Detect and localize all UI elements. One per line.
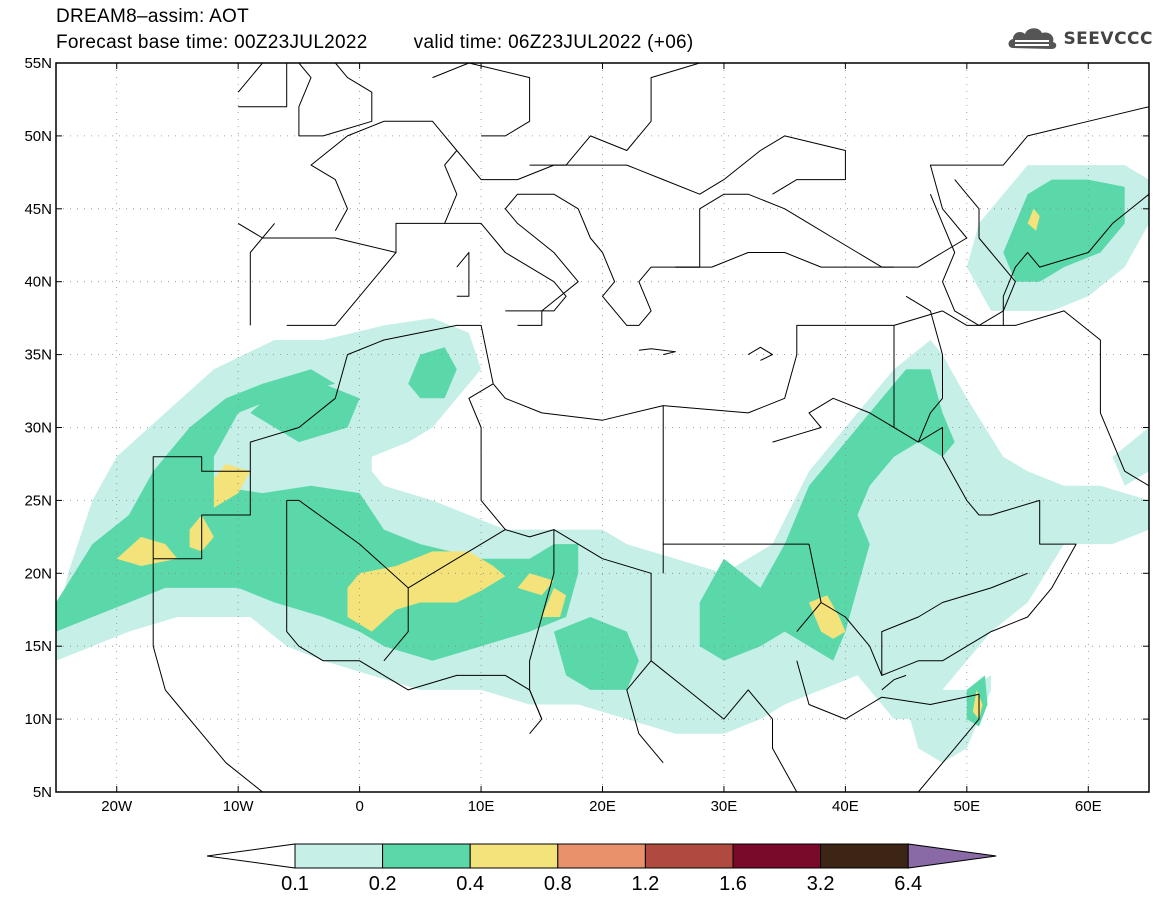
aot-region-0.2-0.4-4 <box>699 369 955 661</box>
colorbar-label: 0.8 <box>544 873 572 895</box>
boundary-line <box>286 499 603 589</box>
boundary-line <box>675 252 894 268</box>
boundary-line <box>942 310 1149 487</box>
colorbar-label: 0.2 <box>369 873 397 895</box>
coastlines-and-borders <box>152 63 1149 792</box>
colorbar-swatch <box>469 843 559 869</box>
boundary-line <box>456 150 725 195</box>
gridlines <box>56 62 1149 793</box>
lat-tick-label: 35N <box>24 347 52 364</box>
boundary-line <box>468 383 506 530</box>
lon-tick-label: 50E <box>953 798 980 815</box>
lon-tick-label: 20W <box>101 798 133 815</box>
boundary-line <box>881 674 907 691</box>
boundary-line <box>723 135 846 195</box>
map-title: DREAM8–assim: AOT <box>56 6 250 27</box>
aot-region-0.2-0.4-1 <box>250 383 360 443</box>
lat-tick-label: 55N <box>24 55 52 72</box>
lat-tick-label: 15N <box>24 638 52 655</box>
boundary-line <box>929 179 1016 326</box>
boundary-line <box>153 471 251 560</box>
cloud-logo-icon <box>1008 28 1057 49</box>
lon-tick-label: 60E <box>1075 798 1102 815</box>
boundary-line <box>432 63 531 137</box>
boundary-line <box>796 660 980 792</box>
boundary-line <box>905 295 943 443</box>
boundary-line <box>529 529 555 720</box>
aot-region-0.4-0.8-4 <box>517 573 554 596</box>
boundary-line <box>456 252 470 297</box>
aot-region-0.2-0.4-5 <box>1003 179 1125 282</box>
lat-tick-label: 10N <box>24 711 52 728</box>
boundary-line <box>237 120 458 253</box>
aot-region-0.2-0.4-3 <box>553 617 639 690</box>
aot-fields <box>56 165 1149 763</box>
boundary-line <box>505 310 543 326</box>
colorbar-label: 0.4 <box>456 873 484 895</box>
colorbar-swatch <box>294 843 384 869</box>
boundary-line <box>602 558 664 764</box>
lon-tick-label: 40E <box>832 798 859 815</box>
lat-tick-label: 45N <box>24 201 52 218</box>
aot-region-0.4-0.8-3 <box>347 551 506 632</box>
colorbar-label: 1.2 <box>631 873 659 895</box>
axis-ticks: 55N 50N 45N 40N 35N 30N 25N 20N 15N 10N 5N 20W 10W 0 1… <box>24 55 1149 815</box>
colorbar-low-arrow <box>206 843 296 869</box>
colorbar-swatch <box>382 843 471 869</box>
aot-region-0.4-0.8-5 <box>541 587 567 617</box>
aot-region-0.2-0.4-2 <box>408 347 457 399</box>
lat-tick-label: 30N <box>24 420 52 437</box>
lon-tick-label: 20E <box>589 798 616 815</box>
time-info: Forecast base time: 00Z23JUL2022 valid ti… <box>56 32 694 54</box>
lat-tick-label: 20N <box>24 565 52 582</box>
colorbar-swatch <box>644 843 734 869</box>
boundary-line <box>529 63 700 166</box>
colorbar-swatch <box>557 843 646 869</box>
colorbar-swatch <box>820 843 909 869</box>
lat-tick-label: 50N <box>24 128 52 145</box>
boundary-line <box>918 106 1149 268</box>
boundary-line <box>444 193 579 312</box>
aot-region-0.4-0.8-7 <box>1027 208 1040 231</box>
lat-tick-label: 5N <box>33 784 52 801</box>
boundary-line <box>298 63 373 137</box>
boundary-line <box>808 543 883 676</box>
boundary-line <box>237 63 288 108</box>
colorbar: 0.1 0.2 0.4 0.8 1.2 1.6 3.2 6.4 <box>206 843 997 895</box>
boundary-line <box>249 223 275 326</box>
lon-tick-label: 30E <box>711 798 738 815</box>
aot-region-0.4-0.8-8 <box>972 689 983 720</box>
colorbar-label: 6.4 <box>894 873 922 895</box>
logo-text: SEEVCCC <box>1063 29 1153 49</box>
lat-tick-label: 25N <box>24 492 52 509</box>
colorbar-swatch <box>732 843 822 869</box>
boundary-line <box>152 558 263 792</box>
boundary-line <box>286 252 397 326</box>
boundary-line <box>152 310 943 559</box>
boundary-line <box>383 587 409 662</box>
colorbar-high-arrow <box>907 843 997 869</box>
boundary-line <box>638 348 676 356</box>
boundary-line <box>650 660 798 792</box>
colorbar-label: 1.6 <box>719 873 747 895</box>
boundary-line <box>1002 193 1149 326</box>
boundary-line <box>675 193 919 268</box>
colorbar-label: 3.2 <box>807 873 835 895</box>
boundary-line <box>747 346 773 361</box>
valid-time: valid time: 06Z23JUL2022 (+06) <box>413 32 694 53</box>
lon-tick-label: 0 <box>355 798 363 815</box>
aot-region-0.1-0.2-3 <box>1112 427 1149 486</box>
forecast-base-time: Forecast base time: 00Z23JUL2022 <box>56 32 368 53</box>
aot-region-0.4-0.8-0 <box>213 463 251 508</box>
logo: SEEVCCC <box>1005 22 1153 56</box>
boundary-line <box>796 602 822 632</box>
colorbar-label: 0.1 <box>281 873 309 895</box>
boundary-line <box>772 397 1077 676</box>
lon-tick-label: 10W <box>223 798 255 815</box>
lon-tick-label: 10E <box>468 798 495 815</box>
lat-tick-label: 40N <box>24 274 52 291</box>
boundary-line <box>529 193 700 326</box>
